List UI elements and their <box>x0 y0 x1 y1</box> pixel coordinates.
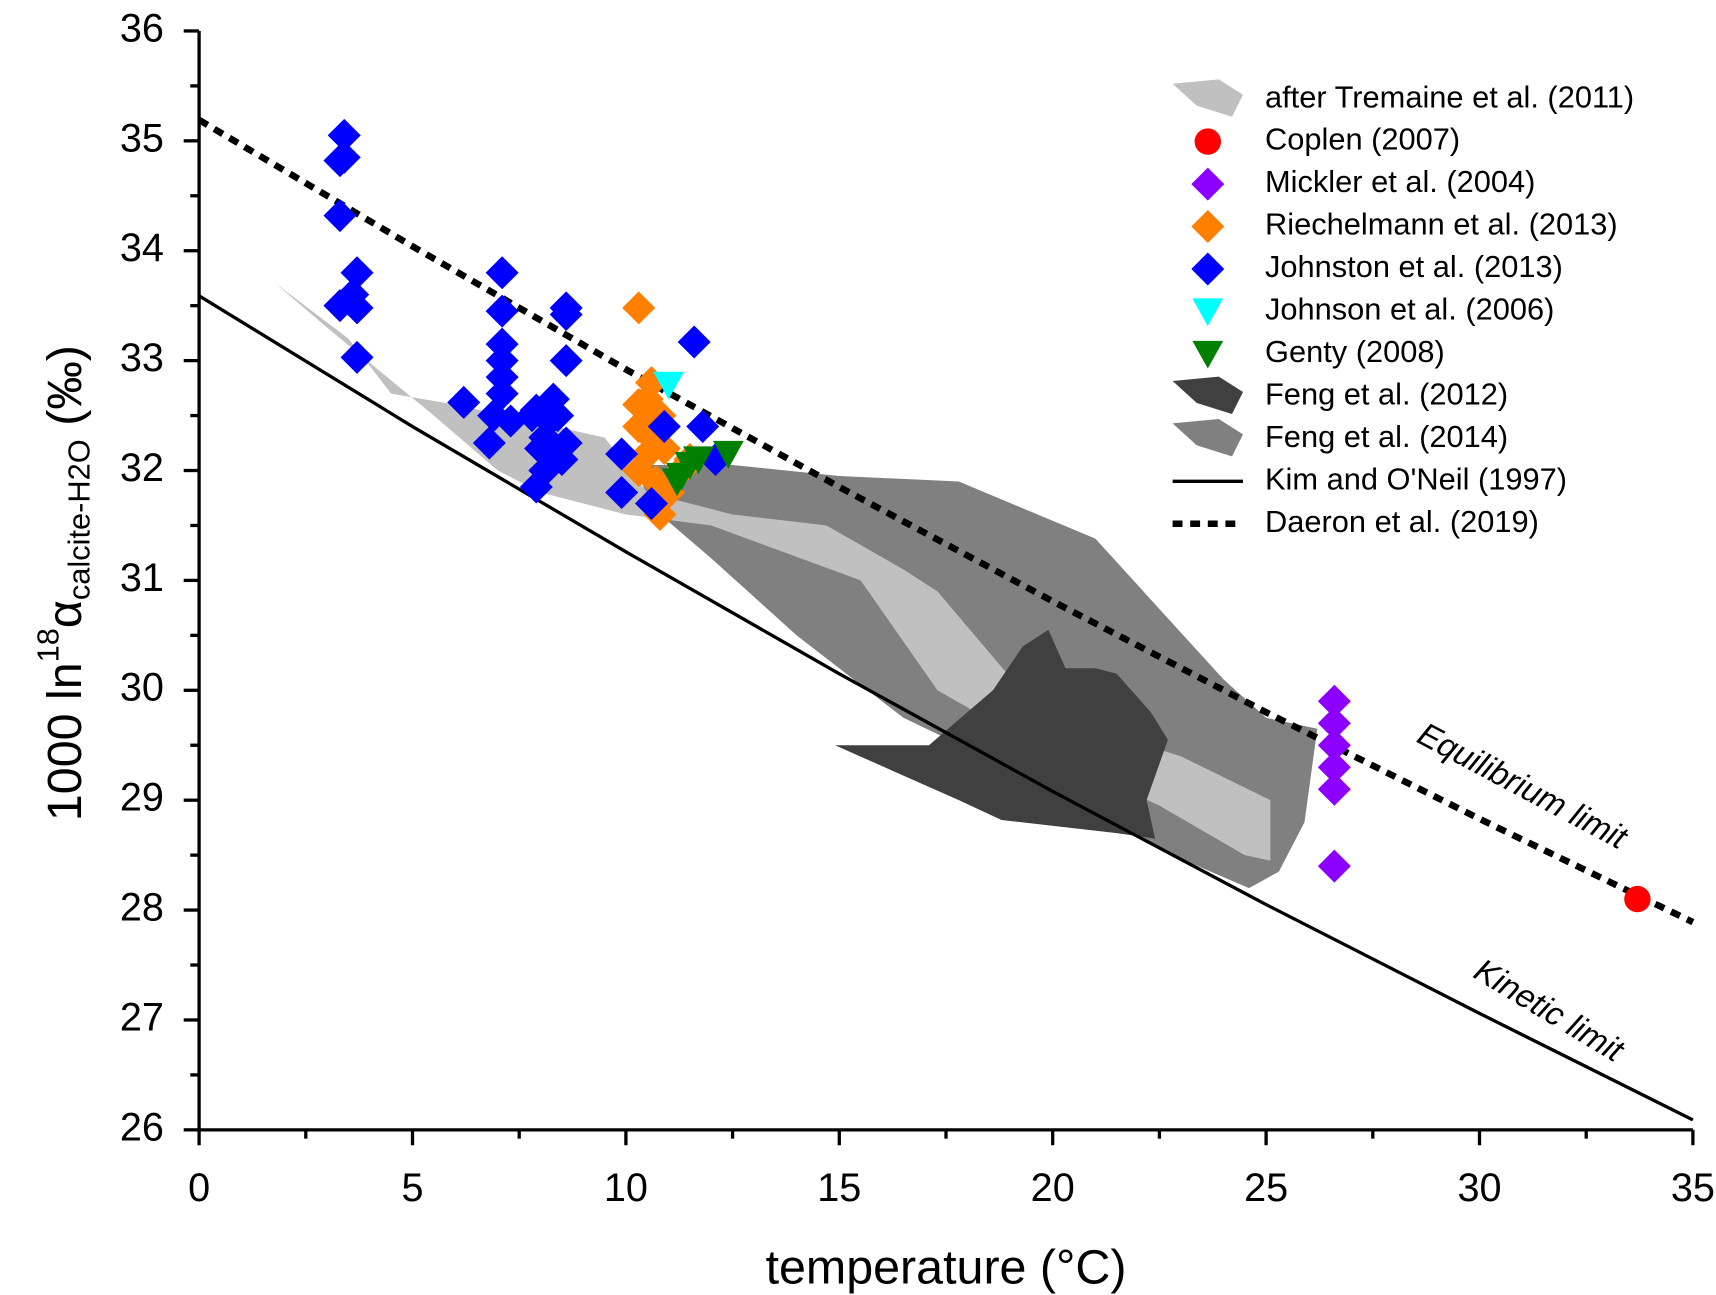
y-tick-label: 35 <box>120 116 164 160</box>
marker <box>340 340 374 374</box>
legend-swatch <box>1191 210 1225 244</box>
y-tick-label: 28 <box>120 886 164 930</box>
x-tick-label: 0 <box>188 1166 210 1210</box>
x-tick-label: 35 <box>1671 1166 1715 1210</box>
legend-label: Johnson et al. (2006) <box>1265 292 1554 327</box>
legend-label: Mickler et al. (2004) <box>1265 164 1535 199</box>
marker <box>485 294 519 328</box>
y-tick-label: 26 <box>120 1105 164 1149</box>
legend-label: Riechelmann et al. (2013) <box>1265 207 1618 242</box>
marker <box>1317 849 1351 883</box>
annotation: Kinetic limit <box>1468 951 1632 1070</box>
marker <box>340 256 374 290</box>
legend-swatch <box>1192 298 1224 327</box>
marker <box>1317 706 1351 740</box>
y-label-sup: 18 <box>31 628 66 662</box>
marker <box>472 426 506 460</box>
marker <box>541 399 575 433</box>
x-tick-label: 5 <box>401 1166 423 1210</box>
y-tick-label: 31 <box>120 556 164 600</box>
legend-label: after Tremaine et al. (2011) <box>1265 79 1634 114</box>
annotation: Equilibrium limit <box>1412 715 1635 857</box>
legend-label: Daeron et al. (2019) <box>1265 504 1539 539</box>
legend-swatch <box>1172 79 1243 117</box>
legend-label: Feng et al. (2012) <box>1265 377 1508 412</box>
marker <box>1317 728 1351 762</box>
y-tick-label: 27 <box>120 995 164 1039</box>
x-tick-label: 30 <box>1457 1166 1501 1210</box>
marker <box>622 291 656 325</box>
line <box>197 117 1695 926</box>
x-axis-label: temperature (°C) <box>766 1240 1127 1294</box>
legend-label: Genty (2008) <box>1265 334 1445 369</box>
y-label-part: α <box>38 600 92 628</box>
y-tick-label: 30 <box>120 666 164 710</box>
legend-swatch <box>1191 167 1225 201</box>
marker <box>605 437 639 471</box>
marker <box>1624 885 1651 913</box>
marker <box>605 475 639 509</box>
legend-swatch <box>1192 340 1224 369</box>
y-axis-label: 1000 ln18αcalcite-H2O (‰) <box>31 345 97 821</box>
legend-label: Johnston et al. (2013) <box>1265 249 1563 284</box>
x-tick-label: 25 <box>1244 1166 1288 1210</box>
marker <box>323 199 357 233</box>
marker <box>519 470 553 504</box>
y-tick-label: 32 <box>120 446 164 490</box>
marker <box>549 344 583 378</box>
area <box>835 629 1168 839</box>
marker <box>327 118 361 152</box>
marker <box>1317 750 1351 784</box>
legend-label: Kim and O'Neil (1997) <box>1265 461 1567 496</box>
marker <box>536 382 570 416</box>
y-label-sub: calcite-H2O <box>62 439 97 600</box>
marker <box>653 371 684 400</box>
x-tick-label: 15 <box>817 1166 861 1210</box>
y-tick-label: 33 <box>120 336 164 380</box>
plot-area <box>197 117 1695 1122</box>
legend-swatch <box>1194 128 1221 155</box>
y-label-part: (‰) <box>38 345 92 439</box>
legend-label: Coplen (2007) <box>1265 122 1460 157</box>
marker <box>686 410 720 444</box>
x-tick-label: 10 <box>604 1166 648 1210</box>
legend-swatch <box>1172 376 1243 414</box>
marker <box>323 144 357 178</box>
marker <box>635 486 669 520</box>
y-tick-label: 29 <box>120 776 164 820</box>
marker <box>683 446 714 475</box>
x-tick-label: 20 <box>1031 1166 1075 1210</box>
marker <box>647 410 681 444</box>
y-tick-label: 36 <box>120 6 164 50</box>
marker <box>712 440 744 469</box>
marker <box>340 291 374 325</box>
legend-swatch <box>1191 252 1225 286</box>
marker <box>549 297 583 331</box>
line <box>198 294 1694 1122</box>
legend-swatch <box>1172 419 1243 457</box>
y-label-part: 1000 ln <box>38 662 92 821</box>
marker <box>677 325 711 359</box>
marker <box>485 256 519 290</box>
legend-label: Feng et al. (2014) <box>1265 419 1508 454</box>
legend: after Tremaine et al. (2011) Coplen (2007… <box>1172 79 1634 539</box>
y-tick-label: 34 <box>120 226 164 270</box>
marker <box>447 385 481 419</box>
marker <box>1317 684 1351 718</box>
marker <box>1317 772 1351 806</box>
marker <box>545 443 579 477</box>
